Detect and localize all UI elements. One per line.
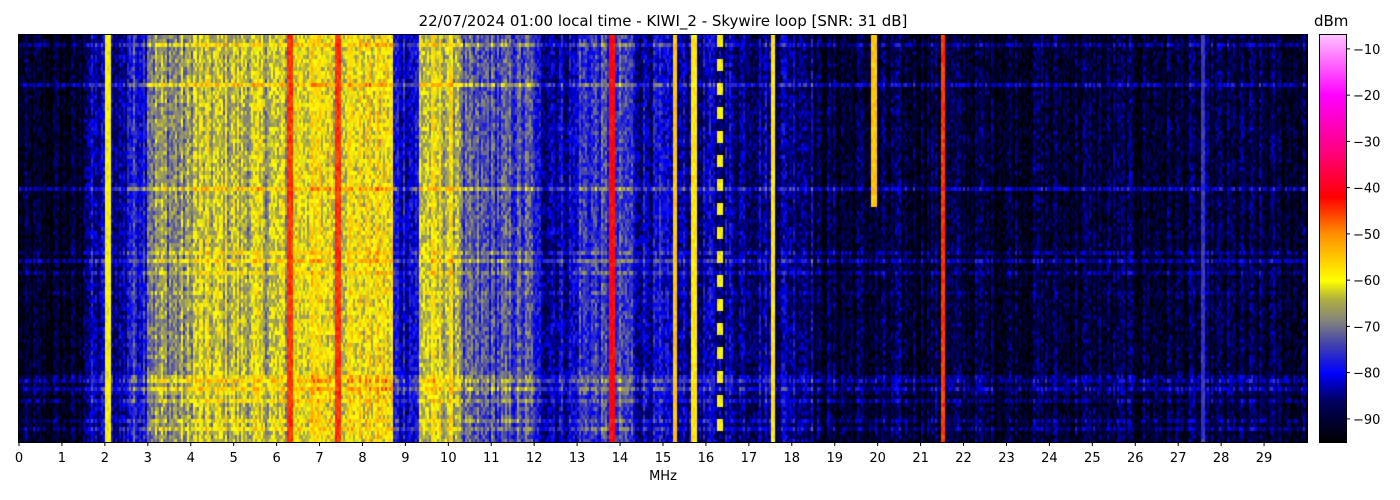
colorbar-tick-label: −40 [1353, 182, 1380, 197]
x-tick-label: 2 [101, 451, 109, 466]
x-tick-label: 22 [955, 451, 972, 466]
x-tick-label: 13 [569, 451, 586, 466]
colorbar-label: dBm [1314, 12, 1349, 30]
x-tick-label: 0 [15, 451, 23, 466]
x-tick-label: 1 [58, 451, 66, 466]
x-tick-label: 3 [144, 451, 152, 466]
x-tick-label: 27 [1170, 451, 1187, 466]
x-tick-label: 15 [655, 451, 672, 466]
x-tick-label: 21 [912, 451, 929, 466]
x-tick-label: 28 [1213, 451, 1230, 466]
colorbar-tick-label: −80 [1353, 367, 1380, 382]
colorbar-tick-label: −70 [1353, 320, 1380, 335]
x-tick-label: 16 [698, 451, 715, 466]
colorbar-tick-label: −50 [1353, 228, 1380, 243]
x-tick-label: 19 [826, 451, 843, 466]
x-tick-label: 18 [784, 451, 801, 466]
x-tick-label: 23 [998, 451, 1015, 466]
colorbar-tick-label: −90 [1353, 413, 1380, 428]
x-tick-label: 8 [358, 451, 366, 466]
x-tick-label: 11 [483, 451, 500, 466]
x-tick-label: 26 [1127, 451, 1144, 466]
colorbar-tick-label: −20 [1353, 89, 1380, 104]
x-tick-label: 6 [272, 451, 280, 466]
x-tick-label: 20 [869, 451, 886, 466]
x-tick-label: 5 [230, 451, 238, 466]
x-axis-label: MHz [649, 469, 677, 484]
colorbar-tick-label: −60 [1353, 274, 1380, 289]
x-tick-label: 29 [1256, 451, 1273, 466]
x-tick-label: 25 [1084, 451, 1101, 466]
colorbar [1319, 34, 1347, 443]
chart-title: 22/07/2024 01:00 local time - KIWI_2 - S… [418, 12, 908, 30]
colorbar-tick-label: −10 [1353, 43, 1380, 58]
x-tick-label: 24 [1041, 451, 1058, 466]
x-tick-label: 17 [741, 451, 758, 466]
x-tick-label: 9 [401, 451, 409, 466]
x-tick-label: 14 [612, 451, 629, 466]
x-tick-label: 10 [440, 451, 457, 466]
x-tick-label: 4 [187, 451, 195, 466]
x-tick-label: 7 [315, 451, 323, 466]
colorbar-tick-label: −30 [1353, 135, 1380, 150]
waterfall-heatmap [18, 34, 1308, 443]
x-tick-label: 12 [526, 451, 543, 466]
